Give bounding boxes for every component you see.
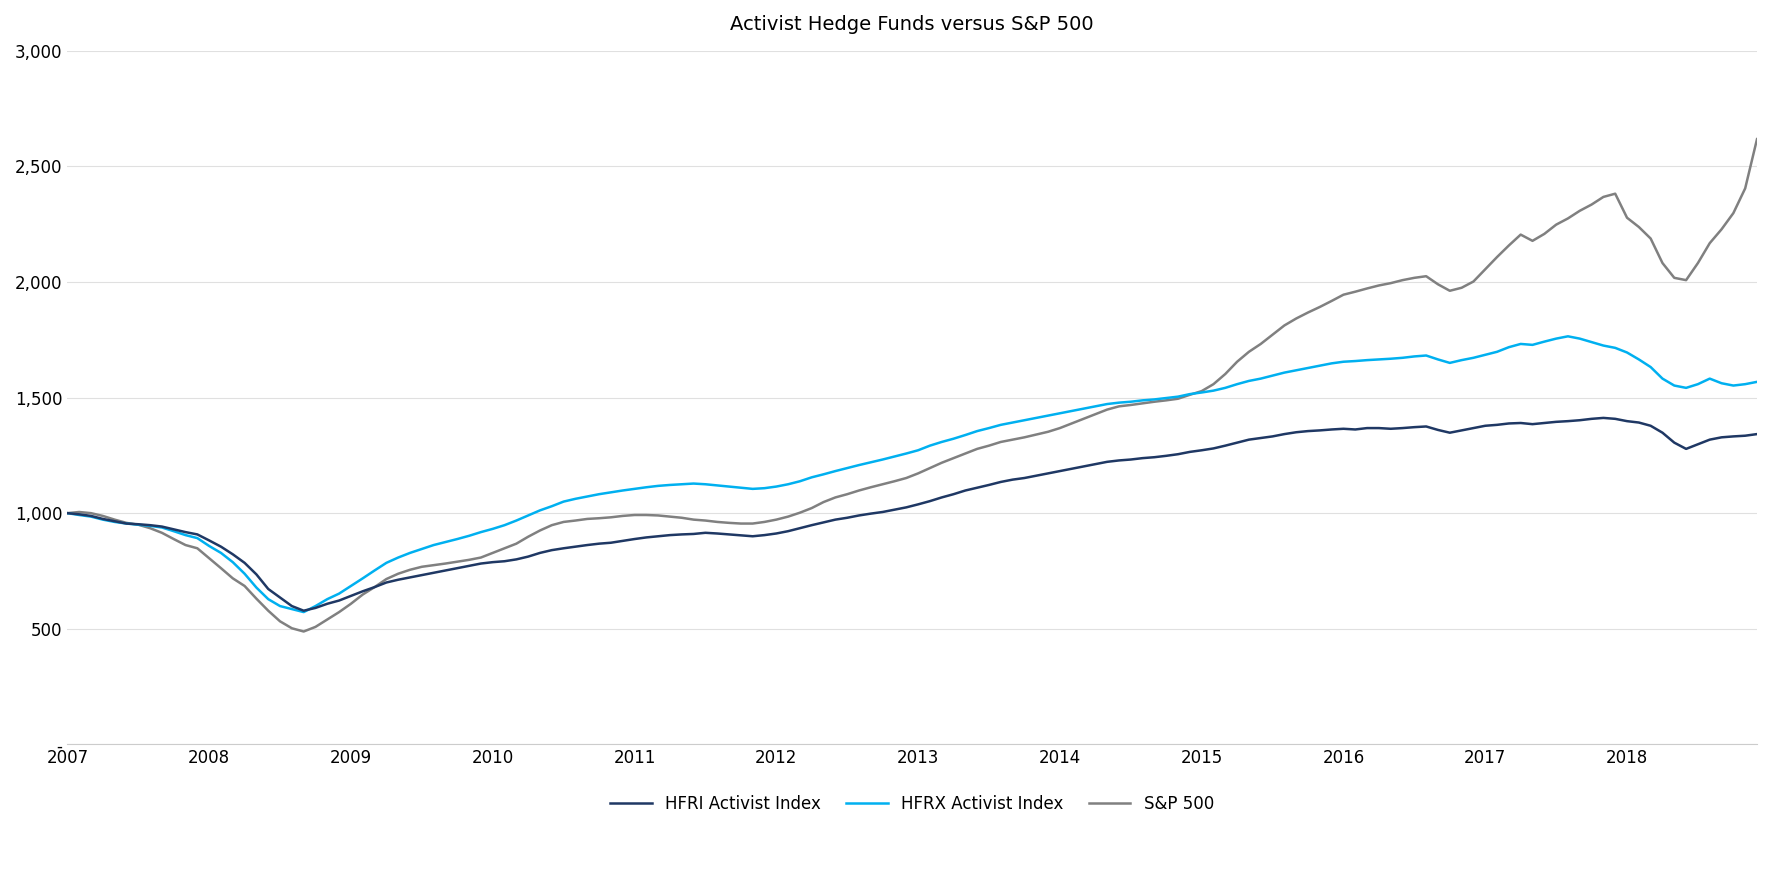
HFRI Activist Index	[1451, 425, 1473, 436]
HFRX Activist Index	[175, 530, 197, 540]
S&P 500	[57, 508, 78, 518]
HFRI Activist Index	[1274, 429, 1295, 439]
HFRI Activist Index	[57, 508, 78, 518]
S&P 500	[292, 626, 314, 637]
HFRI Activist Index	[588, 539, 610, 549]
Title: Activist Hedge Funds versus S&P 500: Activist Hedge Funds versus S&P 500	[730, 15, 1093, 34]
HFRX Activist Index	[292, 607, 314, 618]
HFRI Activist Index	[1426, 424, 1448, 435]
HFRX Activist Index	[57, 508, 78, 518]
S&P 500	[1426, 279, 1448, 290]
HFRI Activist Index	[175, 527, 197, 538]
HFRX Activist Index	[1426, 354, 1448, 365]
HFRI Activist Index	[292, 605, 314, 616]
HFRX Activist Index	[1558, 331, 1579, 342]
HFRX Activist Index	[1451, 354, 1473, 365]
S&P 500	[1747, 134, 1768, 144]
S&P 500	[1274, 320, 1295, 330]
Legend: HFRI Activist Index, HFRX Activist Index, S&P 500: HFRI Activist Index, HFRX Activist Index…	[604, 788, 1221, 820]
HFRX Activist Index	[588, 489, 610, 500]
S&P 500	[317, 614, 338, 625]
HFRI Activist Index	[1747, 429, 1768, 439]
S&P 500	[1451, 283, 1473, 293]
HFRX Activist Index	[1274, 368, 1295, 378]
HFRI Activist Index	[1593, 413, 1614, 424]
HFRI Activist Index	[317, 598, 338, 609]
HFRX Activist Index	[1747, 377, 1768, 387]
HFRX Activist Index	[317, 594, 338, 604]
Line: HFRX Activist Index: HFRX Activist Index	[67, 337, 1758, 612]
S&P 500	[175, 540, 197, 550]
Line: HFRI Activist Index: HFRI Activist Index	[67, 418, 1758, 610]
S&P 500	[588, 513, 610, 524]
Line: S&P 500: S&P 500	[67, 139, 1758, 632]
